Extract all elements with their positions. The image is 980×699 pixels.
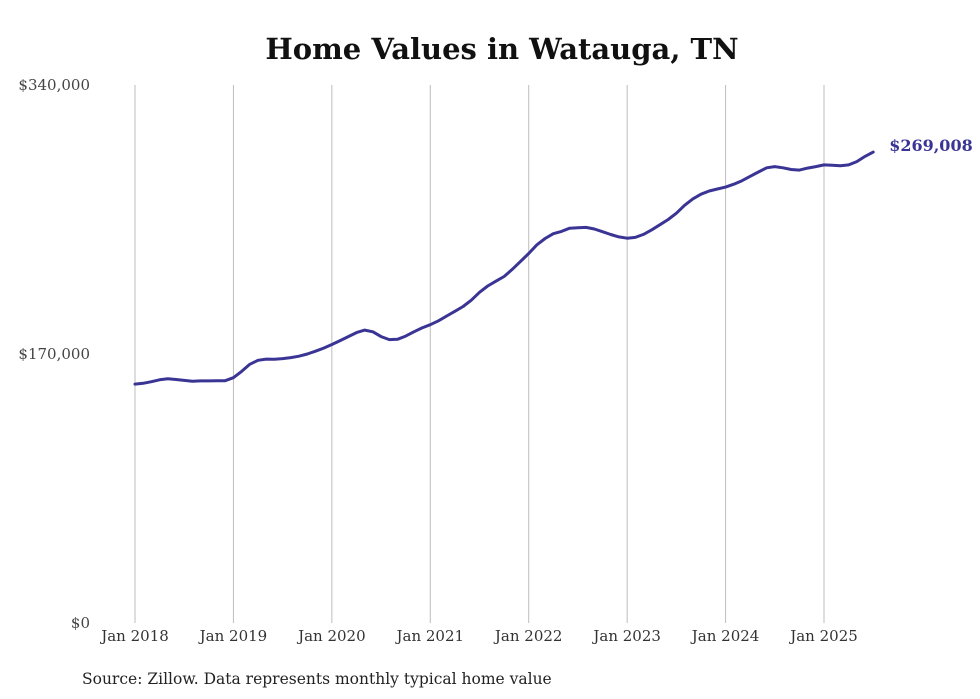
x-tick-label: Jan 2025 <box>788 627 858 645</box>
x-tick-label: Jan 2018 <box>99 627 169 645</box>
x-tick-label: Jan 2024 <box>690 627 760 645</box>
chart-title: Home Values in Watauga, TN <box>265 32 738 66</box>
x-tick-label: Jan 2019 <box>198 627 268 645</box>
end-value-label: $269,008 <box>889 136 973 155</box>
home-value-line <box>133 150 875 386</box>
gridlines <box>134 85 825 623</box>
y-tick-label: $0 <box>71 614 90 632</box>
x-tick-label: Jan 2023 <box>591 627 661 645</box>
y-axis-ticks: $0 $170,000 $340,000 <box>18 76 90 632</box>
y-tick-label: $340,000 <box>18 76 90 94</box>
x-tick-label: Jan 2020 <box>296 627 366 645</box>
x-axis-ticks: Jan 2018 Jan 2019 Jan 2020 Jan 2021 Jan 2022… <box>99 627 858 645</box>
x-tick-label: Jan 2021 <box>395 627 465 645</box>
y-tick-label: $170,000 <box>18 345 90 363</box>
source-note: Source: Zillow. Data represents monthly … <box>82 670 552 688</box>
x-tick-label: Jan 2022 <box>493 627 563 645</box>
